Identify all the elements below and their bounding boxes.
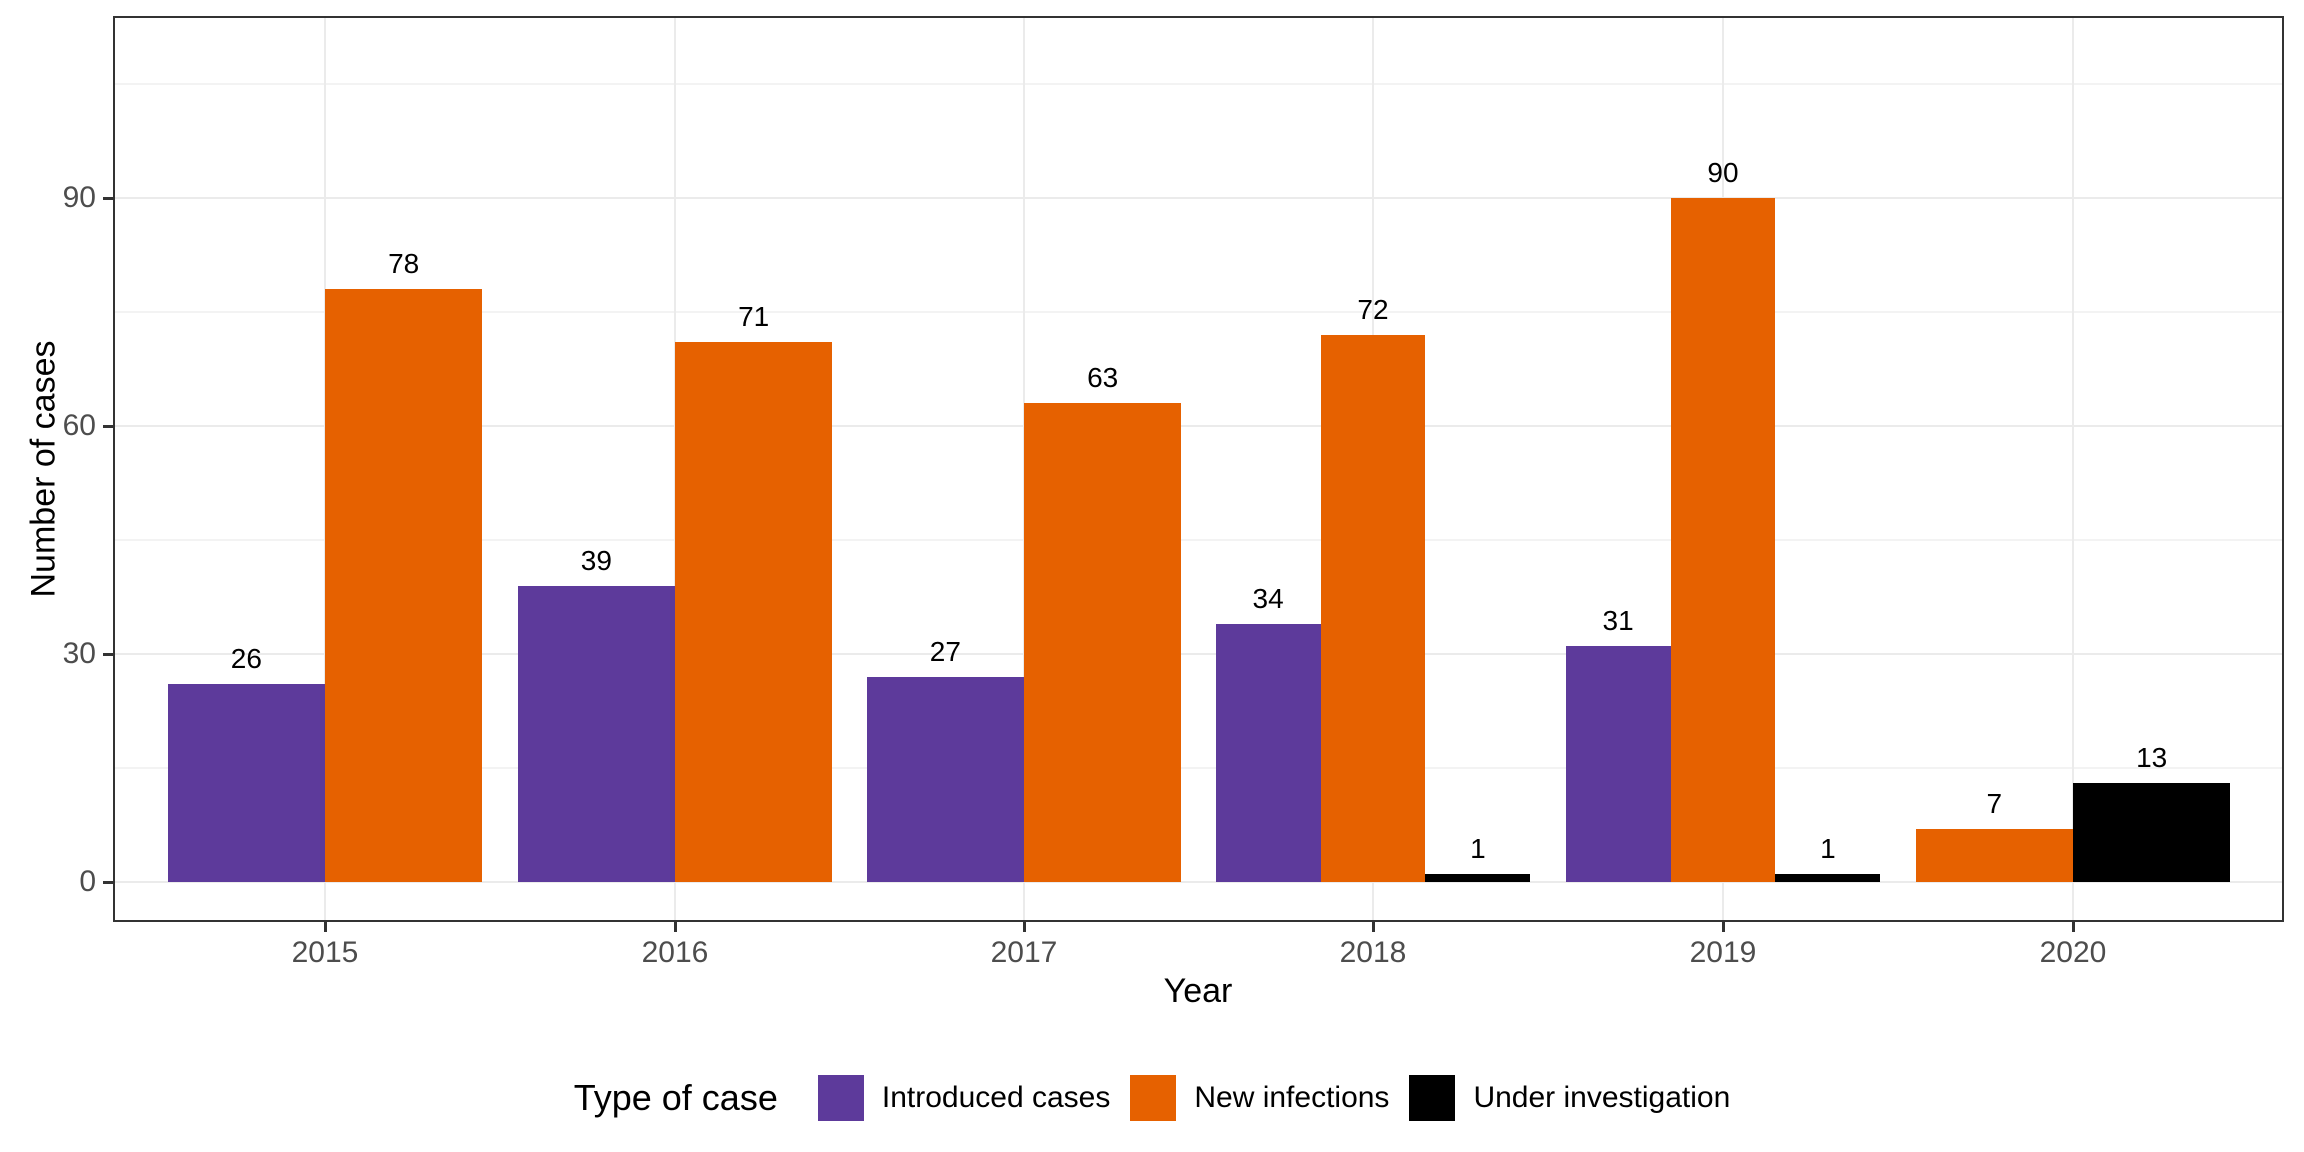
legend-item: Under investigation	[1409, 1075, 1730, 1121]
gridline-minor	[113, 83, 2284, 85]
bar	[1775, 874, 1881, 882]
bar	[517, 585, 675, 882]
bar	[1565, 646, 1671, 882]
bar-value-label: 27	[929, 635, 961, 667]
legend-label: Introduced cases	[881, 1081, 1111, 1114]
legend: Type of case Introduced cases New infecti…	[0, 1058, 2304, 1138]
bar-value-label: 78	[388, 248, 420, 280]
bar	[1425, 874, 1531, 882]
bar	[675, 342, 833, 882]
x-tick-label: 2015	[291, 936, 359, 969]
x-tick-label: 2018	[1339, 936, 1407, 969]
bar-value-label: 26	[230, 643, 262, 675]
bar-value-label: 71	[738, 301, 770, 333]
y-tick-label: 0	[79, 865, 96, 898]
bar-value-label: 34	[1252, 582, 1284, 614]
x-axis-tick	[2072, 922, 2075, 932]
x-tick-label: 2020	[2039, 936, 2107, 969]
x-axis-tick	[1372, 922, 1375, 932]
bar	[866, 676, 1024, 882]
x-tick-label: 2016	[641, 936, 709, 969]
legend-swatch	[1130, 1075, 1177, 1121]
y-axis-title: Number of cases	[24, 340, 63, 598]
y-tick-label: 60	[62, 409, 96, 442]
bar-value-label: 39	[580, 544, 612, 576]
gridline-minor	[113, 539, 2284, 541]
y-tick-label: 30	[62, 637, 96, 670]
legend-item: New infections	[1130, 1075, 1389, 1121]
y-tick-label: 90	[62, 181, 96, 214]
gridline-major	[113, 653, 2284, 655]
x-tick-label: 2017	[990, 936, 1058, 969]
bar	[1915, 828, 2073, 882]
bar	[2073, 783, 2231, 882]
bar-value-label: 31	[1602, 605, 1634, 637]
bar-value-label: 1	[1470, 833, 1486, 865]
y-axis-tick	[103, 425, 113, 428]
legend-items: Introduced cases New infections Under inve…	[798, 1075, 1730, 1121]
gridline-minor	[113, 311, 2284, 313]
x-axis-tick	[1722, 922, 1725, 932]
gridline-minor	[113, 767, 2284, 769]
y-axis-tick	[103, 881, 113, 884]
bar	[1670, 198, 1776, 882]
bar	[325, 289, 483, 882]
x-axis-tick	[674, 922, 677, 932]
legend-swatch	[1409, 1075, 1456, 1121]
x-axis-tick	[1023, 922, 1026, 932]
legend-title: Type of case	[573, 1077, 778, 1118]
legend-label: New infections	[1194, 1081, 1390, 1114]
y-axis-tick	[103, 653, 113, 656]
x-axis-title: Year	[1163, 972, 1233, 1010]
legend-label: Under investigation	[1473, 1081, 1731, 1114]
gridline-vertical	[2072, 16, 2074, 922]
gridline-major	[113, 881, 2284, 883]
bar	[1320, 334, 1426, 882]
bar-value-label: 1	[1820, 833, 1836, 865]
gridline-major	[113, 425, 2284, 427]
bar-value-label: 13	[2136, 742, 2168, 774]
bar-value-label: 90	[1707, 157, 1739, 188]
bar	[1024, 403, 1182, 882]
bar	[167, 684, 325, 882]
bar	[1215, 623, 1321, 882]
legend-item: Introduced cases	[817, 1075, 1111, 1121]
bar-value-label: 7	[1986, 787, 2003, 819]
x-axis-tick	[324, 922, 327, 932]
bar-value-label: 72	[1357, 293, 1389, 325]
y-axis-tick	[103, 197, 113, 200]
legend-swatch	[817, 1075, 864, 1121]
bar-value-label: 63	[1087, 362, 1119, 394]
x-tick-label: 2019	[1689, 936, 1757, 969]
gridline-major	[113, 197, 2284, 199]
